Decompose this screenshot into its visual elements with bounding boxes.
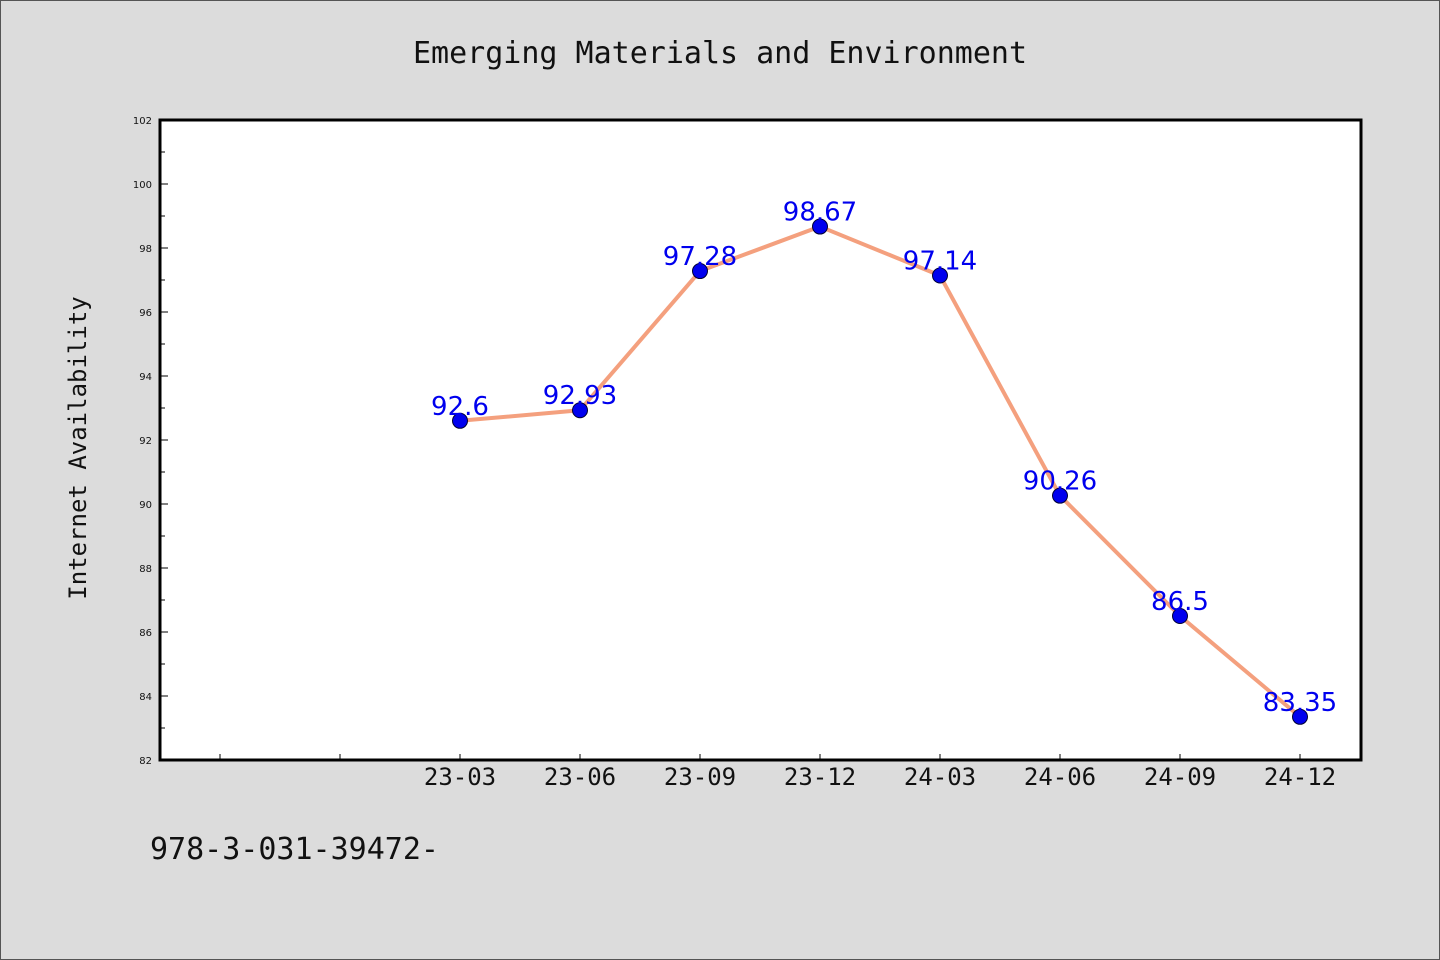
x-tick-label: 23-06 bbox=[544, 763, 616, 791]
data-points bbox=[452, 218, 1308, 725]
axes: 82 84 86 88 90 92 94 96 98 100 102 23-03 23-06 23-09 2… bbox=[133, 116, 1336, 791]
data-label: 92.93 bbox=[543, 381, 617, 411]
data-label: 98.67 bbox=[783, 198, 857, 228]
data-point bbox=[1292, 708, 1308, 725]
y-tick-label: 88 bbox=[139, 564, 152, 575]
chart-title: Emerging Materials and Environment bbox=[413, 36, 1027, 71]
x-tick-label: 23-09 bbox=[664, 763, 736, 791]
y-tick-label: 102 bbox=[133, 116, 152, 127]
data-label: 97.28 bbox=[663, 242, 737, 272]
y-tick-label: 86 bbox=[139, 628, 152, 639]
plot-area bbox=[158, 118, 1363, 762]
x-tick-label: 24-09 bbox=[1144, 763, 1216, 791]
data-point bbox=[452, 412, 468, 429]
y-tick-label: 98 bbox=[139, 244, 152, 255]
y-tick-label: 96 bbox=[139, 308, 152, 319]
data-point bbox=[692, 263, 708, 280]
data-point bbox=[812, 218, 828, 235]
footer-code: 978-3-031-39472- bbox=[150, 832, 439, 867]
x-tick-label: 23-03 bbox=[424, 763, 496, 791]
y-axis-label: Internet Availability bbox=[64, 296, 92, 599]
series-line-path bbox=[458, 224, 1302, 719]
y-tick-label: 82 bbox=[139, 756, 152, 767]
data-label: 83.35 bbox=[1263, 688, 1337, 718]
data-label: 86.5 bbox=[1151, 587, 1209, 617]
data-labels: 92.6 92.93 97.28 98.67 97.14 90.26 86.5 83.35 bbox=[431, 198, 1337, 718]
y-tick-label: 100 bbox=[133, 180, 152, 191]
series-line bbox=[458, 224, 1302, 719]
y-tick-label: 94 bbox=[139, 372, 152, 383]
data-point bbox=[932, 267, 948, 284]
data-point bbox=[1172, 608, 1188, 624]
data-point bbox=[572, 402, 588, 419]
data-label: 97.14 bbox=[903, 247, 977, 277]
y-tick-label: 84 bbox=[139, 692, 152, 703]
data-label: 90.26 bbox=[1023, 467, 1097, 497]
data-label: 92.6 bbox=[431, 392, 489, 422]
y-tick-label: 90 bbox=[139, 500, 152, 511]
y-tick-label: 92 bbox=[139, 436, 152, 447]
x-tick-label: 24-06 bbox=[1024, 763, 1096, 791]
data-point bbox=[1052, 487, 1068, 504]
x-tick-label: 23-12 bbox=[784, 763, 856, 791]
x-tick-label: 24-03 bbox=[904, 763, 976, 791]
x-tick-label: 24-12 bbox=[1264, 763, 1336, 791]
